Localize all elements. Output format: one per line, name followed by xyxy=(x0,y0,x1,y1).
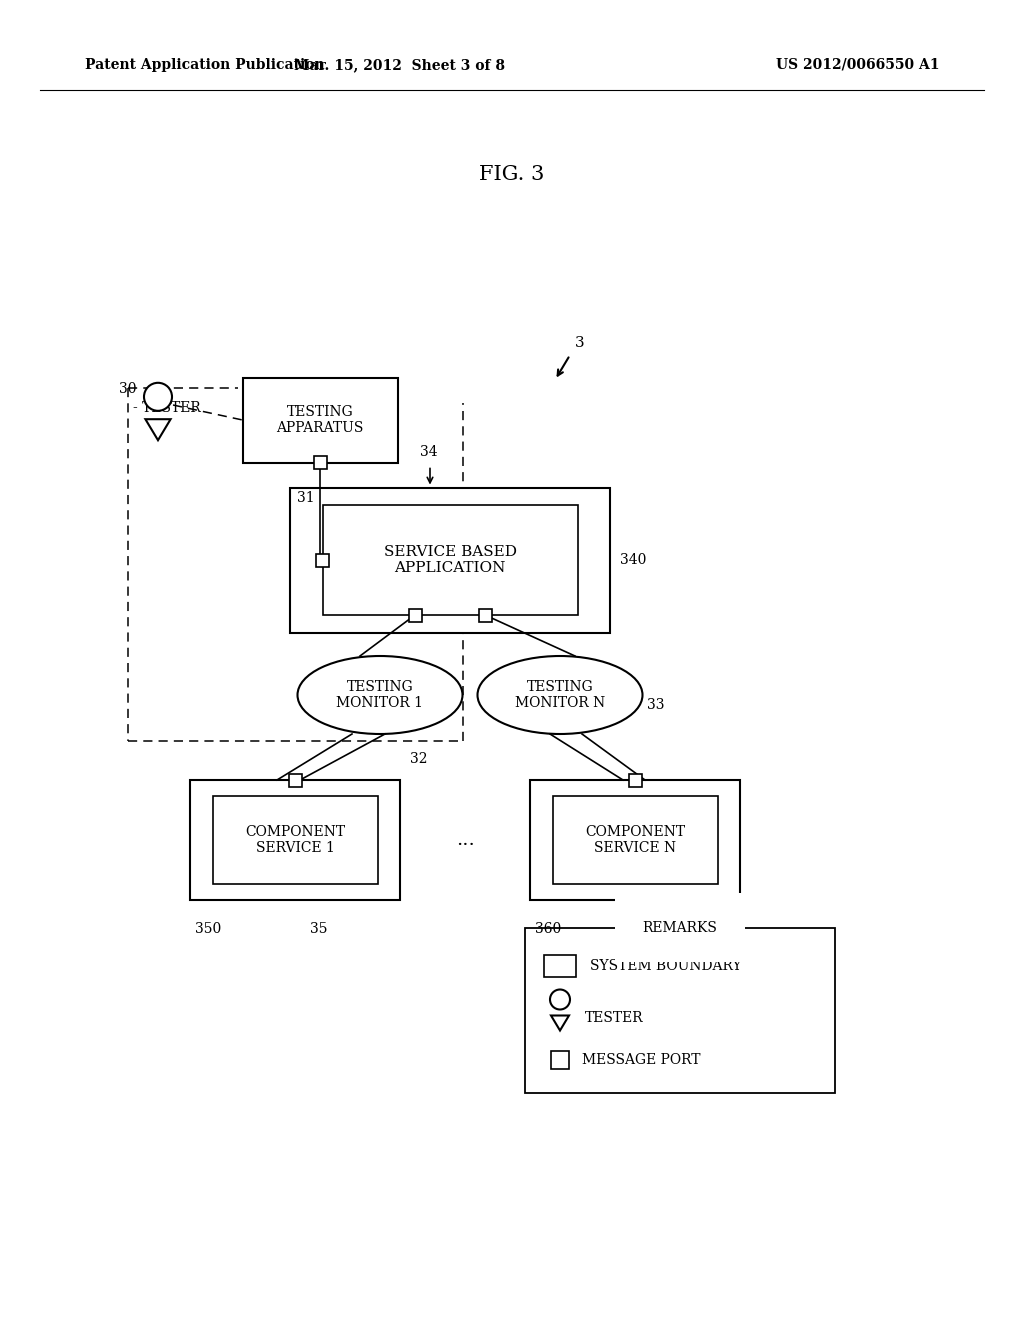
Text: 30: 30 xyxy=(119,381,136,396)
Bar xyxy=(313,455,327,469)
Bar xyxy=(478,609,492,622)
Text: - TESTER: - TESTER xyxy=(133,401,201,414)
Bar xyxy=(290,487,610,632)
Text: COMPONENT
SERVICE N: COMPONENT SERVICE N xyxy=(585,825,685,855)
Text: 32: 32 xyxy=(410,752,427,766)
Text: 31: 31 xyxy=(297,491,315,504)
Text: REMARKS: REMARKS xyxy=(643,920,718,935)
Text: TESTING
MONITOR N: TESTING MONITOR N xyxy=(515,680,605,710)
Bar xyxy=(530,780,740,900)
Bar xyxy=(409,609,422,622)
Text: Patent Application Publication: Patent Application Publication xyxy=(85,58,325,73)
Polygon shape xyxy=(551,1015,569,1031)
Text: MESSAGE PORT: MESSAGE PORT xyxy=(582,1052,700,1067)
Ellipse shape xyxy=(298,656,463,734)
Circle shape xyxy=(550,990,570,1010)
Text: COMPONENT
SERVICE 1: COMPONENT SERVICE 1 xyxy=(245,825,345,855)
Text: 350: 350 xyxy=(195,921,221,936)
Text: 340: 340 xyxy=(620,553,646,568)
Text: TESTER: TESTER xyxy=(585,1011,644,1024)
Text: US 2012/0066550 A1: US 2012/0066550 A1 xyxy=(776,58,940,73)
Text: ...: ... xyxy=(456,832,474,849)
Circle shape xyxy=(144,383,172,411)
Bar xyxy=(323,506,578,615)
Text: 34: 34 xyxy=(420,446,437,459)
Bar xyxy=(629,774,641,787)
Text: SERVICE BASED
APPLICATION: SERVICE BASED APPLICATION xyxy=(384,545,516,576)
Text: 36: 36 xyxy=(653,921,671,936)
Text: Mar. 15, 2012  Sheet 3 of 8: Mar. 15, 2012 Sheet 3 of 8 xyxy=(295,58,506,73)
Text: REMARKS: REMARKS xyxy=(643,920,718,935)
Bar xyxy=(544,954,575,977)
Bar xyxy=(213,796,378,884)
Ellipse shape xyxy=(477,656,642,734)
Bar xyxy=(289,774,301,787)
Bar xyxy=(525,928,835,1093)
Text: 35: 35 xyxy=(310,921,328,936)
Bar xyxy=(553,796,718,884)
Text: 3: 3 xyxy=(575,337,585,350)
Bar xyxy=(243,378,397,462)
Polygon shape xyxy=(145,420,171,440)
Text: 360: 360 xyxy=(535,921,561,936)
Text: SYSTEM BOUNDARY: SYSTEM BOUNDARY xyxy=(590,958,741,973)
Text: TESTING
APPARATUS: TESTING APPARATUS xyxy=(276,405,364,436)
Bar xyxy=(190,780,400,900)
Text: TESTING
MONITOR 1: TESTING MONITOR 1 xyxy=(337,680,424,710)
Text: 33: 33 xyxy=(647,698,665,711)
Text: FIG. 3: FIG. 3 xyxy=(479,165,545,185)
Bar xyxy=(551,1051,569,1068)
Bar xyxy=(316,553,329,566)
